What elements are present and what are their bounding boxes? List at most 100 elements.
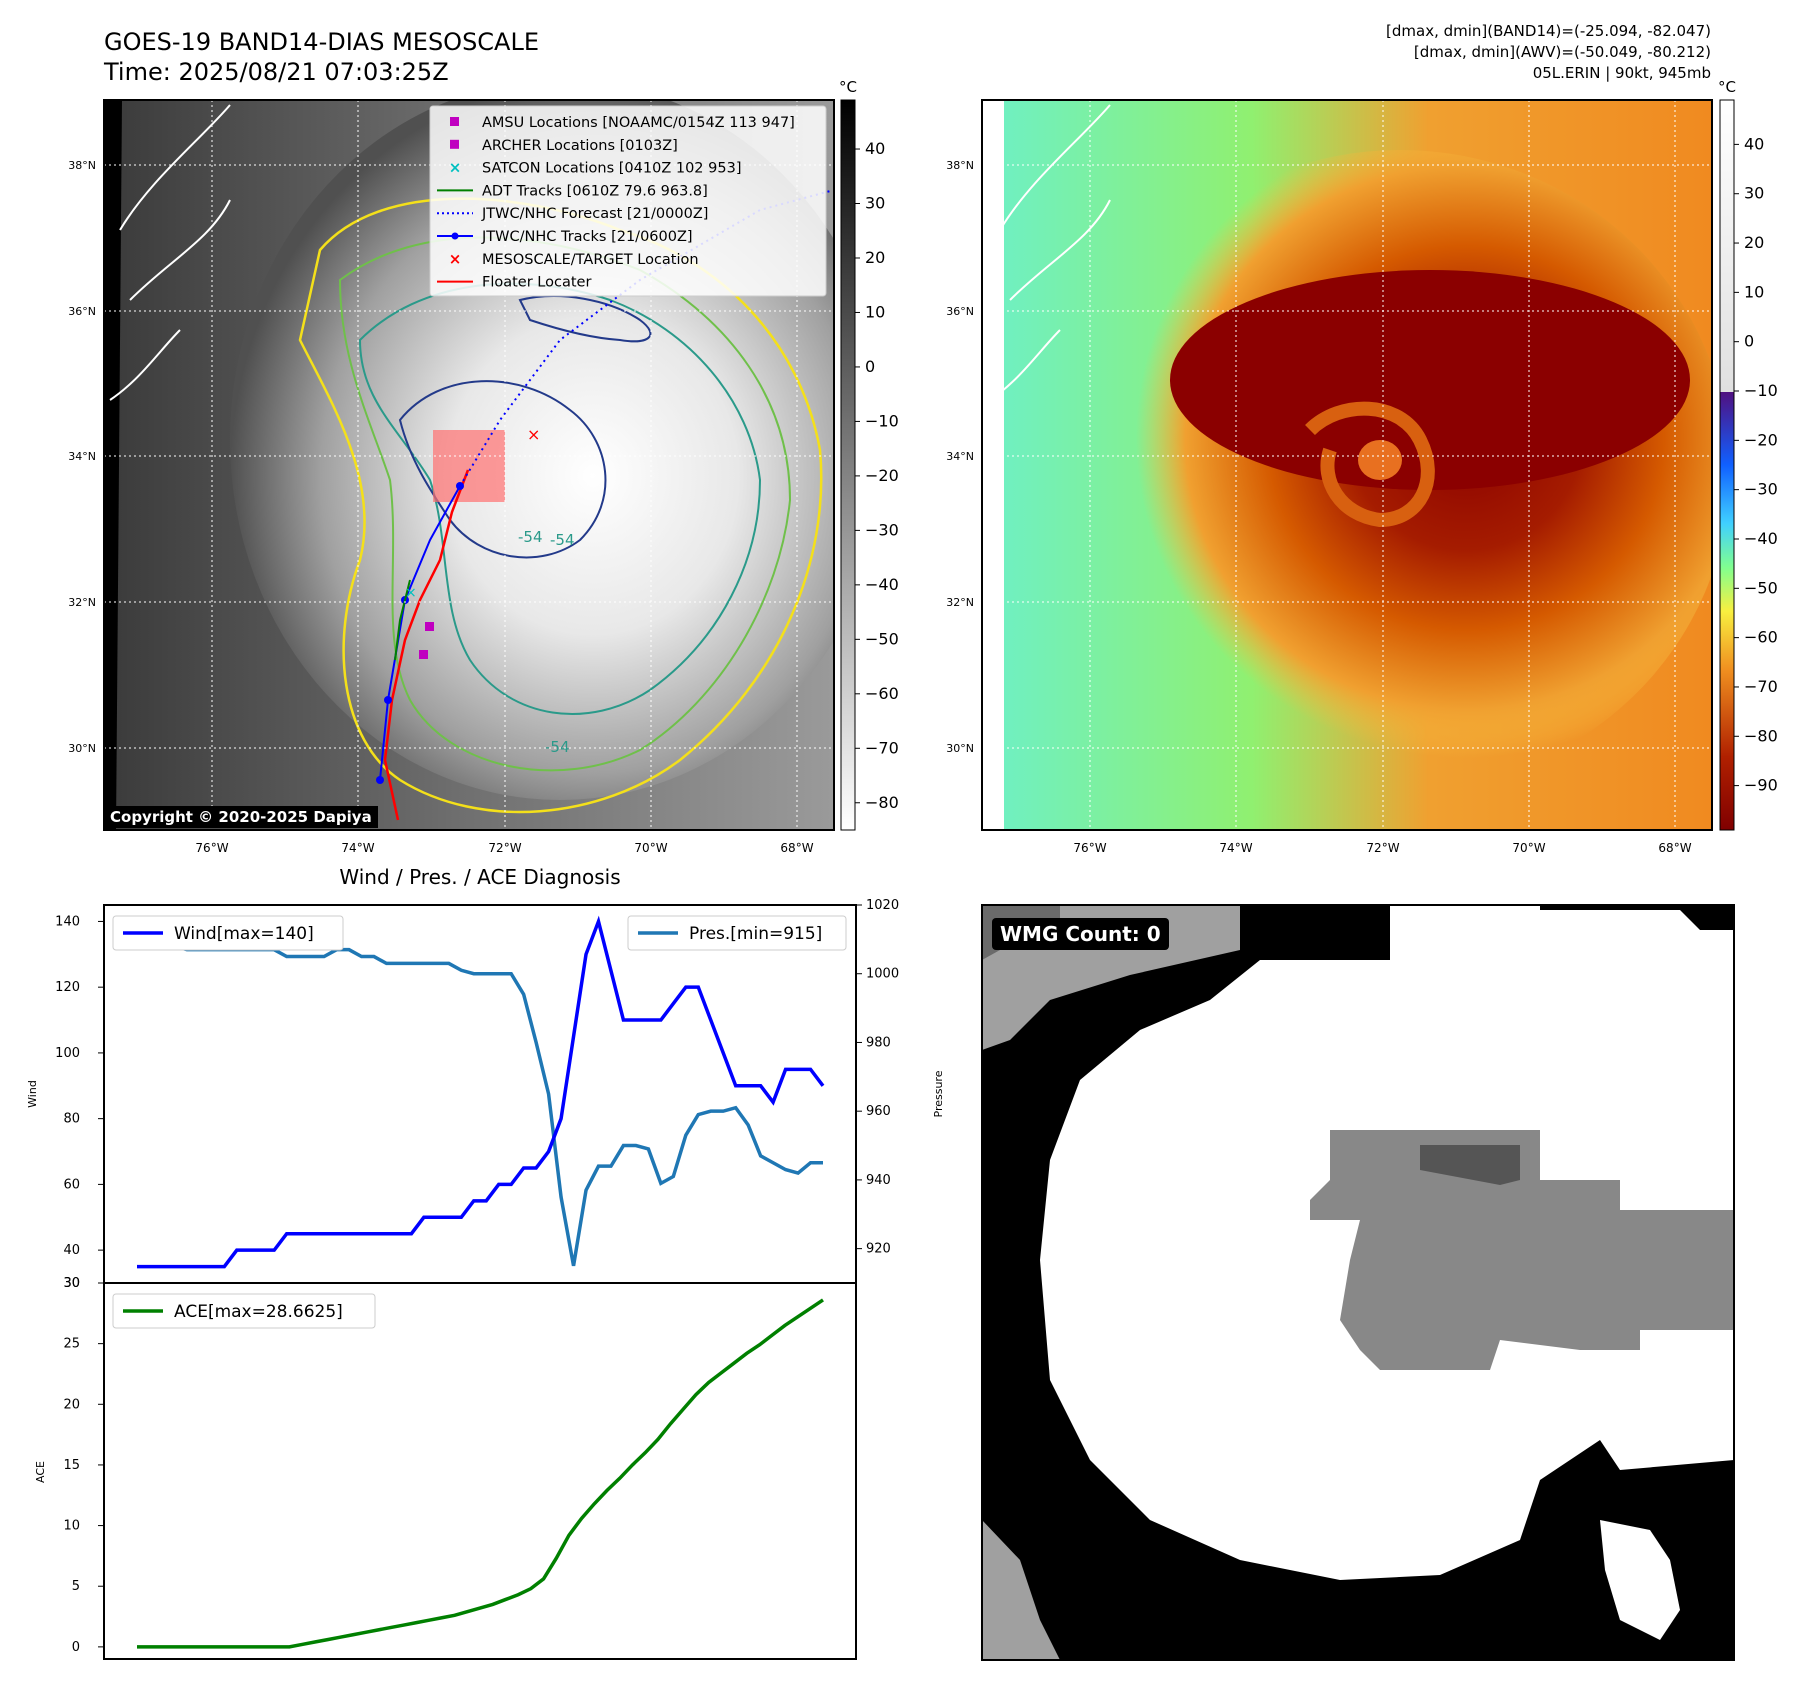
wind-axis-tick-label: 40	[63, 1243, 80, 1258]
wind-axis-tick-label: 100	[55, 1046, 80, 1061]
pressure-axis-tick-label: 1020	[866, 898, 899, 913]
wind-axis-tick-label: 30	[63, 1276, 80, 1291]
colorbar-tick-label: −30	[865, 520, 899, 539]
colorbar-tick-label: −10	[1744, 381, 1778, 400]
lon-label: 74°W	[1219, 841, 1252, 855]
ace-legend-label: ACE[max=28.6625]	[174, 1302, 343, 1322]
lon-label: 76°W	[195, 841, 228, 855]
colorbar-tick-label: −10	[865, 411, 899, 430]
lat-label: 38°N	[68, 159, 96, 172]
copyright-badge: Copyright © 2020-2025 Dapiya	[104, 806, 378, 828]
floater-track	[383, 469, 470, 821]
wmg-black-corner	[1540, 905, 1734, 930]
colorbar-tick-label: −50	[865, 629, 899, 648]
panel-title: GOES-19 BAND14-DIAS MESOSCALE	[104, 28, 540, 56]
legend-marker: ×	[449, 159, 462, 177]
pressure-axis-label: Pressure	[932, 1070, 945, 1117]
ace-axis-tick-label: 0	[72, 1640, 80, 1655]
colorbar-tick-label: 40	[1744, 134, 1764, 153]
contour-label: -54	[550, 531, 575, 549]
wv-cold-top	[1170, 270, 1690, 490]
info-line-1: [dmax, dmin](BAND14)=(-25.094, -82.047)	[1386, 22, 1711, 40]
ir-colorbar-gradient	[840, 99, 856, 831]
map-legend: AMSU Locations [NOAAMC/0154Z 113 947] ARC…	[429, 105, 827, 297]
ir-colorbar: °C 40 30 20 10 0 −10 −20 −30 −40 −50 −60 −70 −80	[839, 78, 899, 831]
colorbar-tick-label: −30	[1744, 480, 1778, 499]
legend-label: MESOSCALE/TARGET Location	[482, 252, 699, 268]
wmg-frame	[981, 904, 1735, 1661]
colorbar-tick-label: −70	[865, 738, 899, 757]
legend-marker	[450, 139, 459, 149]
pressure-axis-tick-label: 960	[866, 1104, 891, 1119]
wind-axis-label: Wind	[26, 1080, 39, 1108]
legend-marker	[451, 232, 459, 240]
ace-chart: 30 25 20 15 10 5 0 ACE ACE[max=28.6625]	[34, 1276, 824, 1655]
wind-axis-tick-label: 140	[55, 914, 80, 929]
wind-axis-tick-label: 80	[63, 1112, 80, 1127]
wmg-gray-center	[1310, 1130, 1734, 1370]
archer-location	[419, 650, 428, 659]
colorbar-tick-label: −20	[865, 466, 899, 485]
wmg-gray-bottomleft	[982, 1520, 1060, 1660]
wind-axis-tick-label: 60	[63, 1177, 80, 1192]
pressure-series-line	[137, 920, 823, 1267]
ace-legend-box	[112, 1293, 376, 1329]
wv-panel-frame	[981, 99, 1713, 831]
colorbar-tick-label: −90	[1744, 776, 1778, 795]
colorbar-tick-label: 40	[865, 139, 885, 158]
wind-legend-label: Wind[max=140]	[174, 924, 314, 944]
colorbar-tick-label: 20	[1744, 233, 1764, 252]
ace-axis-label: ACE	[34, 1461, 47, 1483]
ir-panel-frame	[103, 99, 835, 831]
lat-label: 38°N	[946, 159, 974, 172]
ace-axis-tick-label: 5	[72, 1579, 80, 1594]
wmg-panel	[982, 905, 1734, 1660]
colorbar-tick-label: −40	[1744, 529, 1778, 548]
colorbar-tick-label: −40	[865, 575, 899, 594]
pressure-axis-tick-label: 940	[866, 1173, 891, 1188]
colorbar-tick-label: 30	[865, 194, 885, 213]
lat-label: 30°N	[68, 742, 96, 755]
ace-axis-tick-label: 10	[63, 1519, 80, 1534]
ir-contour-navy-top	[518, 295, 652, 343]
ace-axis-tick-label: 30	[63, 1276, 80, 1291]
legend-label: Floater Locater	[482, 275, 591, 291]
ir-coastline	[109, 104, 231, 401]
amsu-location	[425, 622, 434, 631]
colorbar-tick-label: −50	[1744, 578, 1778, 597]
colorbar-tick-label: 10	[1744, 282, 1764, 301]
lon-label: 68°W	[1658, 841, 1691, 855]
wv-gridlines	[982, 100, 1712, 830]
colorbar-tick-label: −80	[1744, 726, 1778, 745]
wv-eye	[1358, 440, 1402, 480]
colorbar-tick-label: −60	[1744, 628, 1778, 647]
contour-label: -54	[518, 528, 543, 546]
lon-label: 68°W	[780, 841, 813, 855]
colorbar-tick-label: 10	[865, 302, 885, 321]
diag-chart-title: Wind / Pres. / ACE Diagnosis	[339, 865, 620, 889]
wv-colorbar-gradient	[1719, 99, 1735, 831]
lon-label: 76°W	[1073, 841, 1106, 855]
wv-eye-band	[1305, 401, 1435, 528]
legend-label: JTWC/NHC Forecast [21/0000Z]	[481, 206, 708, 222]
target-location: ×	[527, 425, 540, 444]
wind-pressure-chart: 140 120 100 80 60 40 30 1020 1000 980 960 940 920 Win…	[26, 898, 945, 1291]
jtwc-track-point	[384, 696, 392, 704]
jtwc-track-point	[376, 776, 384, 784]
info-line-3: 05L.ERIN | 90kt, 945mb	[1532, 64, 1711, 82]
panel-time: Time: 2025/08/21 07:03:25Z	[104, 58, 449, 86]
lat-label: 32°N	[68, 596, 96, 609]
ir-contour-navy	[398, 380, 607, 559]
legend-label: AMSU Locations [NOAAMC/0154Z 113 947]	[482, 115, 795, 131]
pressure-legend-box	[627, 915, 847, 951]
legend-label: JTWC/NHC Tracks [21/0600Z]	[481, 229, 693, 245]
legend-marker: ×	[449, 250, 462, 268]
pressure-axis-tick-label: 920	[866, 1242, 891, 1257]
contour-label: -54	[545, 738, 570, 756]
floater-box	[433, 430, 505, 502]
wind-series-line	[137, 915, 825, 1269]
lat-label: 36°N	[68, 305, 96, 318]
satcon-location: ×	[405, 585, 417, 601]
ace-axis-tick-label: 15	[63, 1458, 80, 1473]
colorbar-tick-label: 30	[1744, 184, 1764, 203]
